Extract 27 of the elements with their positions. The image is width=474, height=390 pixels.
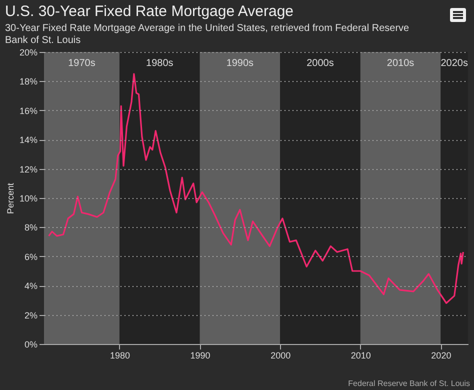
band-label: 1980s	[146, 58, 174, 69]
y-tick-label: 18%	[19, 76, 38, 87]
x-tick-label: 2020	[431, 350, 452, 360]
chart-subtitle: 30-Year Fixed Rate Mortgage Average in the United States, retrieved from Federal Reserve Bank of St. Louis	[5, 23, 410, 47]
x-tick-label: 2010	[350, 350, 371, 360]
band-label: 1990s	[226, 58, 254, 69]
band-label: 2020s	[440, 58, 468, 69]
y-tick-label: 20%	[19, 48, 38, 58]
band-label: 2000s	[306, 58, 334, 69]
line-series	[48, 73, 464, 304]
text: Federal Reserve Bank of St. Louis	[348, 379, 470, 388]
y-tick-label: 10%	[19, 194, 38, 204]
x-tick-label: 1990	[190, 350, 210, 360]
y-tick-label: 16%	[19, 106, 38, 116]
y-tick-label: 12%	[19, 164, 38, 174]
y-tick-label: 2%	[24, 310, 38, 320]
x-tick-label: 1980	[110, 350, 130, 360]
y-tick-label: 4%	[24, 281, 38, 292]
x-tick-label: 2000	[270, 350, 291, 360]
chart-title: U.S. 30-Year Fixed Rate Mortgage Average	[5, 3, 294, 20]
y-tick-label: 6%	[24, 252, 38, 262]
band-label: 1970s	[68, 58, 96, 69]
band-label: 2010s	[386, 58, 414, 69]
y-tick-label: 8%	[24, 222, 38, 233]
y-axis-title: Percent	[5, 182, 16, 214]
y-tick-label: 0%	[24, 340, 38, 350]
y-tick-label: 14%	[19, 135, 38, 146]
